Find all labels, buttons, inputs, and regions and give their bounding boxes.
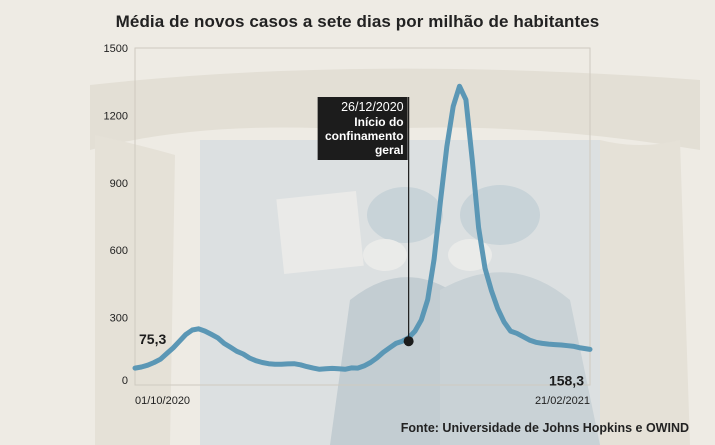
y-axis: 0 300 600 900 1200 1500	[104, 43, 128, 387]
end-value-label: 158,3	[549, 372, 584, 388]
annotation-marker	[403, 336, 414, 347]
y-tick-label: 1200	[104, 110, 128, 122]
annotation-date: 26/12/2020	[341, 100, 404, 114]
annotation-label-line: Início do	[354, 115, 403, 129]
x-axis: 01/10/2020 21/02/2021	[135, 395, 590, 407]
y-tick-label: 600	[110, 245, 128, 257]
annotation-box	[317, 97, 408, 160]
y-tick-label: 0	[122, 375, 128, 387]
y-tick-label: 300	[110, 313, 128, 325]
x-tick-label-end: 21/02/2021	[535, 395, 590, 407]
plot-frame	[134, 47, 591, 386]
chart-title: Média de novos casos a sete dias por mil…	[115, 12, 600, 31]
y-tick-label: 900	[110, 178, 128, 190]
y-tick-label: 1500	[104, 43, 128, 55]
start-value-label: 75,3	[139, 331, 166, 347]
source-note: Fonte: Universidade de Johns Hopkins e O…	[400, 421, 689, 435]
x-tick-label-start: 01/10/2020	[135, 395, 190, 407]
annotation-label-line: confinamento	[325, 129, 404, 143]
annotation-label-line: geral	[375, 143, 404, 157]
series-line	[132, 83, 593, 372]
